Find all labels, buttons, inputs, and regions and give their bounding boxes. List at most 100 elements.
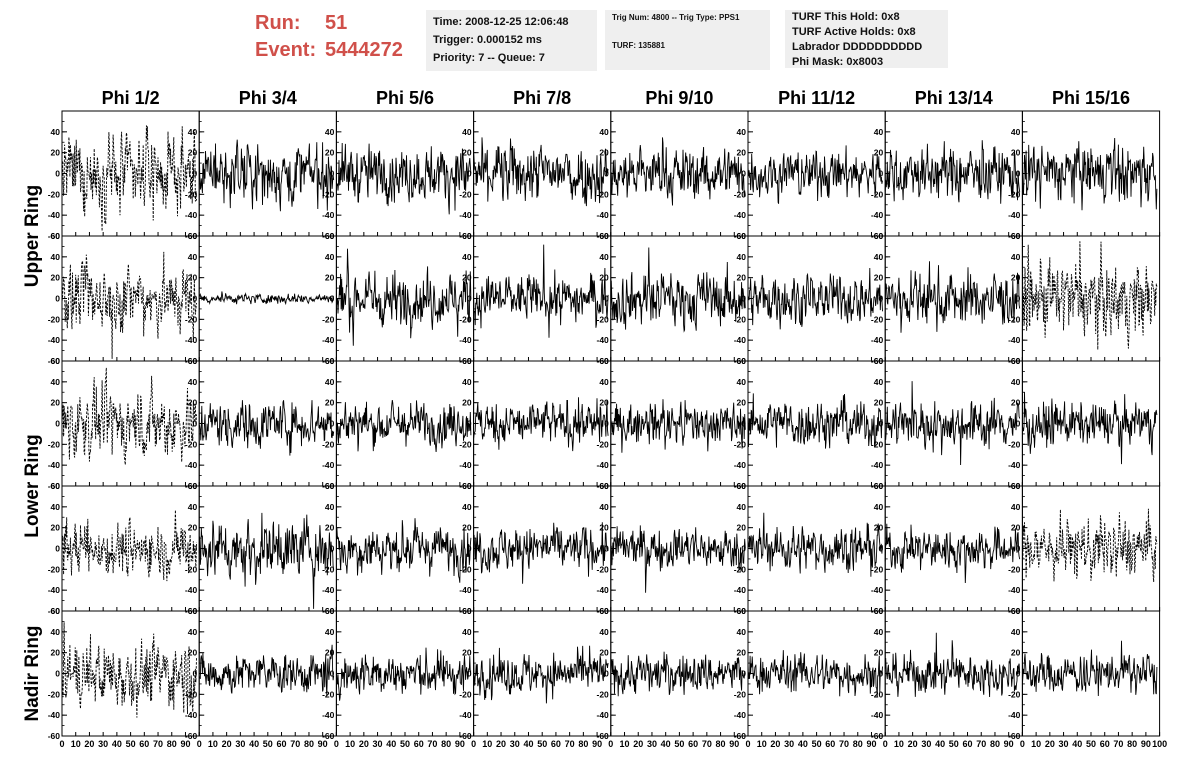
y-tick-label: 40: [325, 377, 335, 387]
y-tick-label: 60: [599, 231, 609, 241]
y-tick-label: -20: [1008, 189, 1021, 199]
x-tick-label: 60: [1100, 739, 1110, 749]
y-tick-label: 0: [330, 169, 335, 179]
x-tick-label: 10: [482, 739, 492, 749]
y-tick-label: 0: [741, 169, 746, 179]
y-tick-label: 60: [462, 356, 472, 366]
x-tick-label: 0: [471, 739, 476, 749]
y-tick-label: 40: [188, 502, 198, 512]
y-tick-label: -40: [459, 335, 472, 345]
y-tick-label: -40: [48, 460, 61, 470]
x-tick-label: 10: [208, 739, 218, 749]
y-tick-label: 60: [737, 481, 747, 491]
y-tick-label: 20: [325, 523, 335, 533]
waveform-trace: [747, 145, 883, 204]
waveform-trace: [610, 247, 746, 333]
y-tick-label: 0: [55, 669, 60, 679]
y-tick-label: 20: [462, 273, 472, 283]
y-tick-label: -20: [322, 439, 335, 449]
x-tick-label: 70: [976, 739, 986, 749]
run-label: Run:: [255, 12, 301, 34]
waveform-trace: [747, 267, 883, 330]
x-tick-label: 20: [633, 739, 643, 749]
y-tick-label: 40: [737, 127, 747, 137]
trig-num-line: Trig Num: 4800 -- Trig Type: PPS1: [612, 13, 740, 22]
y-tick-label: 0: [55, 544, 60, 554]
y-tick-label: 0: [55, 169, 60, 179]
x-tick-label: 90: [180, 739, 190, 749]
column-header: Phi 15/16: [1052, 88, 1130, 108]
y-tick-label: -20: [734, 314, 747, 324]
x-tick-label: 90: [1004, 739, 1014, 749]
y-tick-label: -40: [48, 335, 61, 345]
priority-line: Priority: 7 -- Queue: 7: [433, 52, 545, 64]
y-tick-label: -40: [1008, 710, 1021, 720]
y-tick-label: 60: [874, 481, 884, 491]
y-tick-label: 20: [1011, 648, 1021, 658]
panel-frame: [1021, 235, 1161, 362]
turf-active-line: TURF Active Holds: 0x8: [792, 26, 916, 38]
x-tick-label: 100: [1152, 739, 1167, 749]
y-tick-label: 40: [325, 127, 335, 137]
x-tick-label: 90: [866, 739, 876, 749]
y-tick-label: -20: [597, 314, 610, 324]
x-tick-label: 20: [770, 739, 780, 749]
y-tick-label: -40: [734, 210, 747, 220]
waveform-trace: [610, 137, 746, 206]
y-tick-label: -60: [48, 606, 61, 616]
x-tick-label: 40: [249, 739, 259, 749]
y-tick-label: 60: [188, 356, 198, 366]
x-tick-label: 20: [496, 739, 506, 749]
y-tick-label: -20: [597, 189, 610, 199]
y-tick-label: 0: [467, 294, 472, 304]
waveform-trace: [61, 622, 197, 718]
y-tick-label: -40: [459, 585, 472, 595]
run-event-block: Run: 51 Event: 5444272: [255, 10, 403, 64]
x-tick-label: 10: [757, 739, 767, 749]
y-tick-label: -20: [322, 564, 335, 574]
column-header: Phi 7/8: [513, 88, 571, 108]
y-tick-label: -40: [322, 335, 335, 345]
x-tick-label: 90: [1141, 739, 1151, 749]
waveform-trace: [884, 523, 1021, 584]
waveform-trace: [61, 125, 197, 232]
y-tick-label: 60: [462, 231, 472, 241]
event-value: 5444272: [325, 39, 403, 61]
y-tick-label: 60: [599, 481, 609, 491]
waveform-trace: [1021, 137, 1158, 211]
y-tick-label: 40: [462, 377, 472, 387]
y-tick-label: 20: [462, 648, 472, 658]
y-tick-label: 20: [325, 273, 335, 283]
y-tick-label: 40: [462, 627, 472, 637]
y-tick-label: 60: [325, 481, 335, 491]
y-tick-label: 0: [741, 544, 746, 554]
x-tick-label: 70: [153, 739, 163, 749]
y-tick-label: -20: [734, 564, 747, 574]
y-tick-label: 40: [188, 252, 198, 262]
y-tick-label: 0: [330, 669, 335, 679]
y-tick-label: 40: [51, 627, 61, 637]
y-tick-label: 20: [188, 523, 198, 533]
y-tick-label: 0: [330, 419, 335, 429]
x-tick-label: 70: [1113, 739, 1123, 749]
column-header: Phi 9/10: [645, 88, 713, 108]
x-tick-label: 20: [359, 739, 369, 749]
y-tick-label: 20: [737, 523, 747, 533]
column-header: Phi 5/6: [376, 88, 434, 108]
y-tick-label: 20: [599, 273, 609, 283]
y-tick-label: -20: [459, 564, 472, 574]
x-tick-label: 10: [345, 739, 355, 749]
y-tick-label: -20: [459, 314, 472, 324]
y-tick-label: -40: [185, 460, 198, 470]
y-tick-label: 40: [737, 627, 747, 637]
y-tick-label: 60: [1011, 481, 1021, 491]
y-tick-label: -20: [871, 689, 884, 699]
y-tick-label: 0: [604, 294, 609, 304]
y-tick-label: -20: [734, 439, 747, 449]
y-tick-label: 60: [51, 356, 61, 366]
y-tick-label: -20: [734, 689, 747, 699]
y-tick-label: -20: [185, 189, 198, 199]
y-tick-label: 20: [51, 148, 61, 158]
x-tick-label: 50: [126, 739, 136, 749]
y-tick-label: 0: [741, 669, 746, 679]
